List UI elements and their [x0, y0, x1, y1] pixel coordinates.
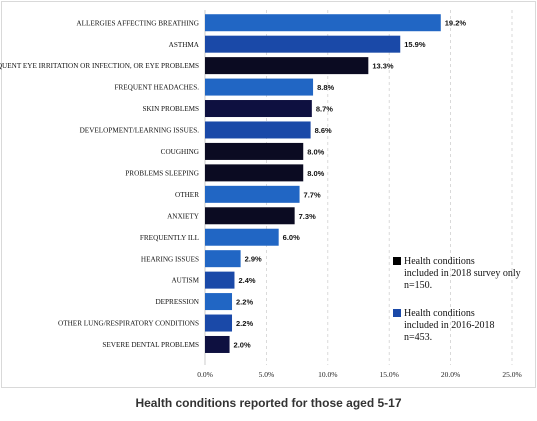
value-label: 2.9%	[245, 255, 262, 264]
value-label: 6.0%	[283, 233, 300, 242]
bar	[205, 185, 300, 203]
bar	[205, 142, 304, 160]
x-tick-label: 25.0%	[502, 370, 521, 379]
value-label: 2.2%	[236, 298, 253, 307]
x-axis-ticks: 0.0% 5.0% 10.0% 15.0% 20.0% 25.0%	[197, 370, 522, 379]
chart-border	[1, 1, 536, 388]
category-label: PROBLEMS SLEEPING	[125, 169, 199, 177]
category-label: SEVERE DENTAL PROBLEMS	[102, 341, 199, 349]
category-label: AUTISM	[171, 277, 199, 285]
bar	[205, 250, 241, 268]
bar	[205, 100, 312, 118]
legend-text: included in 2018 survey only	[404, 268, 521, 279]
value-label: 8.7%	[316, 105, 333, 114]
value-label: 19.2%	[445, 19, 467, 28]
value-label: 8.0%	[307, 169, 324, 178]
bar	[205, 293, 233, 311]
category-label: ANXIETY	[167, 212, 200, 220]
bar	[205, 271, 235, 289]
x-tick-label: 5.0%	[259, 370, 275, 379]
legend-text: n=453.	[404, 332, 432, 343]
value-label: 13.3%	[372, 62, 394, 71]
category-label: HEARING ISSUES	[141, 255, 199, 263]
bar	[205, 78, 314, 96]
bar	[205, 207, 295, 225]
bar	[205, 14, 441, 32]
category-label: FREQUENTLY ILL	[140, 234, 199, 242]
legend-swatch	[393, 257, 401, 265]
x-tick-label: 20.0%	[441, 370, 460, 379]
chart-caption: Health conditions reported for those age…	[135, 396, 402, 410]
legend-text: Health conditions	[404, 256, 475, 267]
x-tick-label: 15.0%	[380, 370, 399, 379]
bar	[205, 35, 401, 53]
legend-text: n=150.	[404, 280, 432, 291]
category-label: DEVELOPMENT/LEARNING ISSUES.	[80, 127, 200, 135]
value-label: 8.6%	[315, 126, 332, 135]
bar	[205, 121, 311, 139]
category-label: COUGHING	[161, 148, 199, 156]
bar-chart: ALLERGIES AFFECTING BREATHING 19.2% ASTHMA…	[0, 1, 536, 388]
bars: ALLERGIES AFFECTING BREATHING 19.2% ASTHMA…	[0, 14, 466, 353]
category-label: FREQUENT EYE IRRITATION OR INFECTION, OR…	[0, 62, 199, 70]
value-label: 7.7%	[304, 190, 321, 199]
bar	[205, 314, 233, 332]
legend-swatch	[393, 309, 401, 317]
category-label: DEPRESSION	[155, 298, 199, 306]
category-label: OTHER LUNG/RESPIRATORY CONDITIONS	[58, 320, 199, 328]
value-label: 2.4%	[238, 276, 255, 285]
bar	[205, 228, 279, 246]
category-label: OTHER	[175, 191, 199, 199]
value-label: 8.0%	[307, 147, 324, 156]
value-label: 8.8%	[317, 83, 334, 92]
category-label: SKIN PROBLEMS	[142, 105, 199, 113]
value-label: 15.9%	[404, 40, 426, 49]
category-label: ASTHMA	[169, 41, 200, 49]
value-label: 2.0%	[234, 340, 251, 349]
bar	[205, 335, 230, 353]
x-tick-label: 0.0%	[197, 370, 213, 379]
legend-text: included in 2016-2018	[404, 320, 495, 331]
x-tick-label: 10.0%	[318, 370, 337, 379]
value-label: 2.2%	[236, 319, 253, 328]
legend-text: Health conditions	[404, 308, 475, 319]
category-label: ALLERGIES AFFECTING BREATHING	[76, 19, 199, 27]
bar	[205, 164, 304, 182]
bar	[205, 57, 369, 75]
category-label: FREQUENT HEADACHES.	[114, 84, 199, 92]
value-label: 7.3%	[299, 212, 316, 221]
